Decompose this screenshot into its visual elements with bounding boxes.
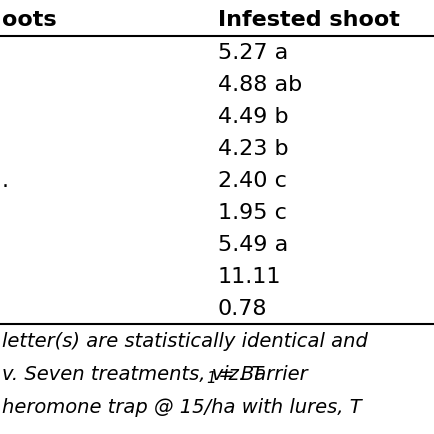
Text: letter(s) are statistically identical and: letter(s) are statistically identical an…: [2, 331, 367, 350]
Text: 5.27 a: 5.27 a: [217, 43, 288, 63]
Text: heromone trap @ 15/ha with lures, T: heromone trap @ 15/ha with lures, T: [2, 397, 361, 416]
Text: = Barrier: = Barrier: [212, 364, 307, 383]
Text: oots: oots: [2, 10, 56, 30]
Text: Infested shoot: Infested shoot: [217, 10, 399, 30]
Text: 4.88 ab: 4.88 ab: [217, 75, 302, 95]
Text: 2.40 c: 2.40 c: [217, 171, 286, 191]
Text: .: .: [2, 171, 9, 191]
Text: 1: 1: [205, 370, 215, 385]
Text: v. Seven treatments, viz. T: v. Seven treatments, viz. T: [2, 364, 263, 383]
Text: 0.78: 0.78: [217, 298, 267, 318]
Text: 4.49 b: 4.49 b: [217, 107, 288, 127]
Text: 4.23 b: 4.23 b: [217, 139, 288, 159]
Text: 11.11: 11.11: [217, 266, 281, 286]
Text: 5.49 a: 5.49 a: [217, 234, 288, 254]
Text: 1.95 c: 1.95 c: [217, 203, 286, 223]
